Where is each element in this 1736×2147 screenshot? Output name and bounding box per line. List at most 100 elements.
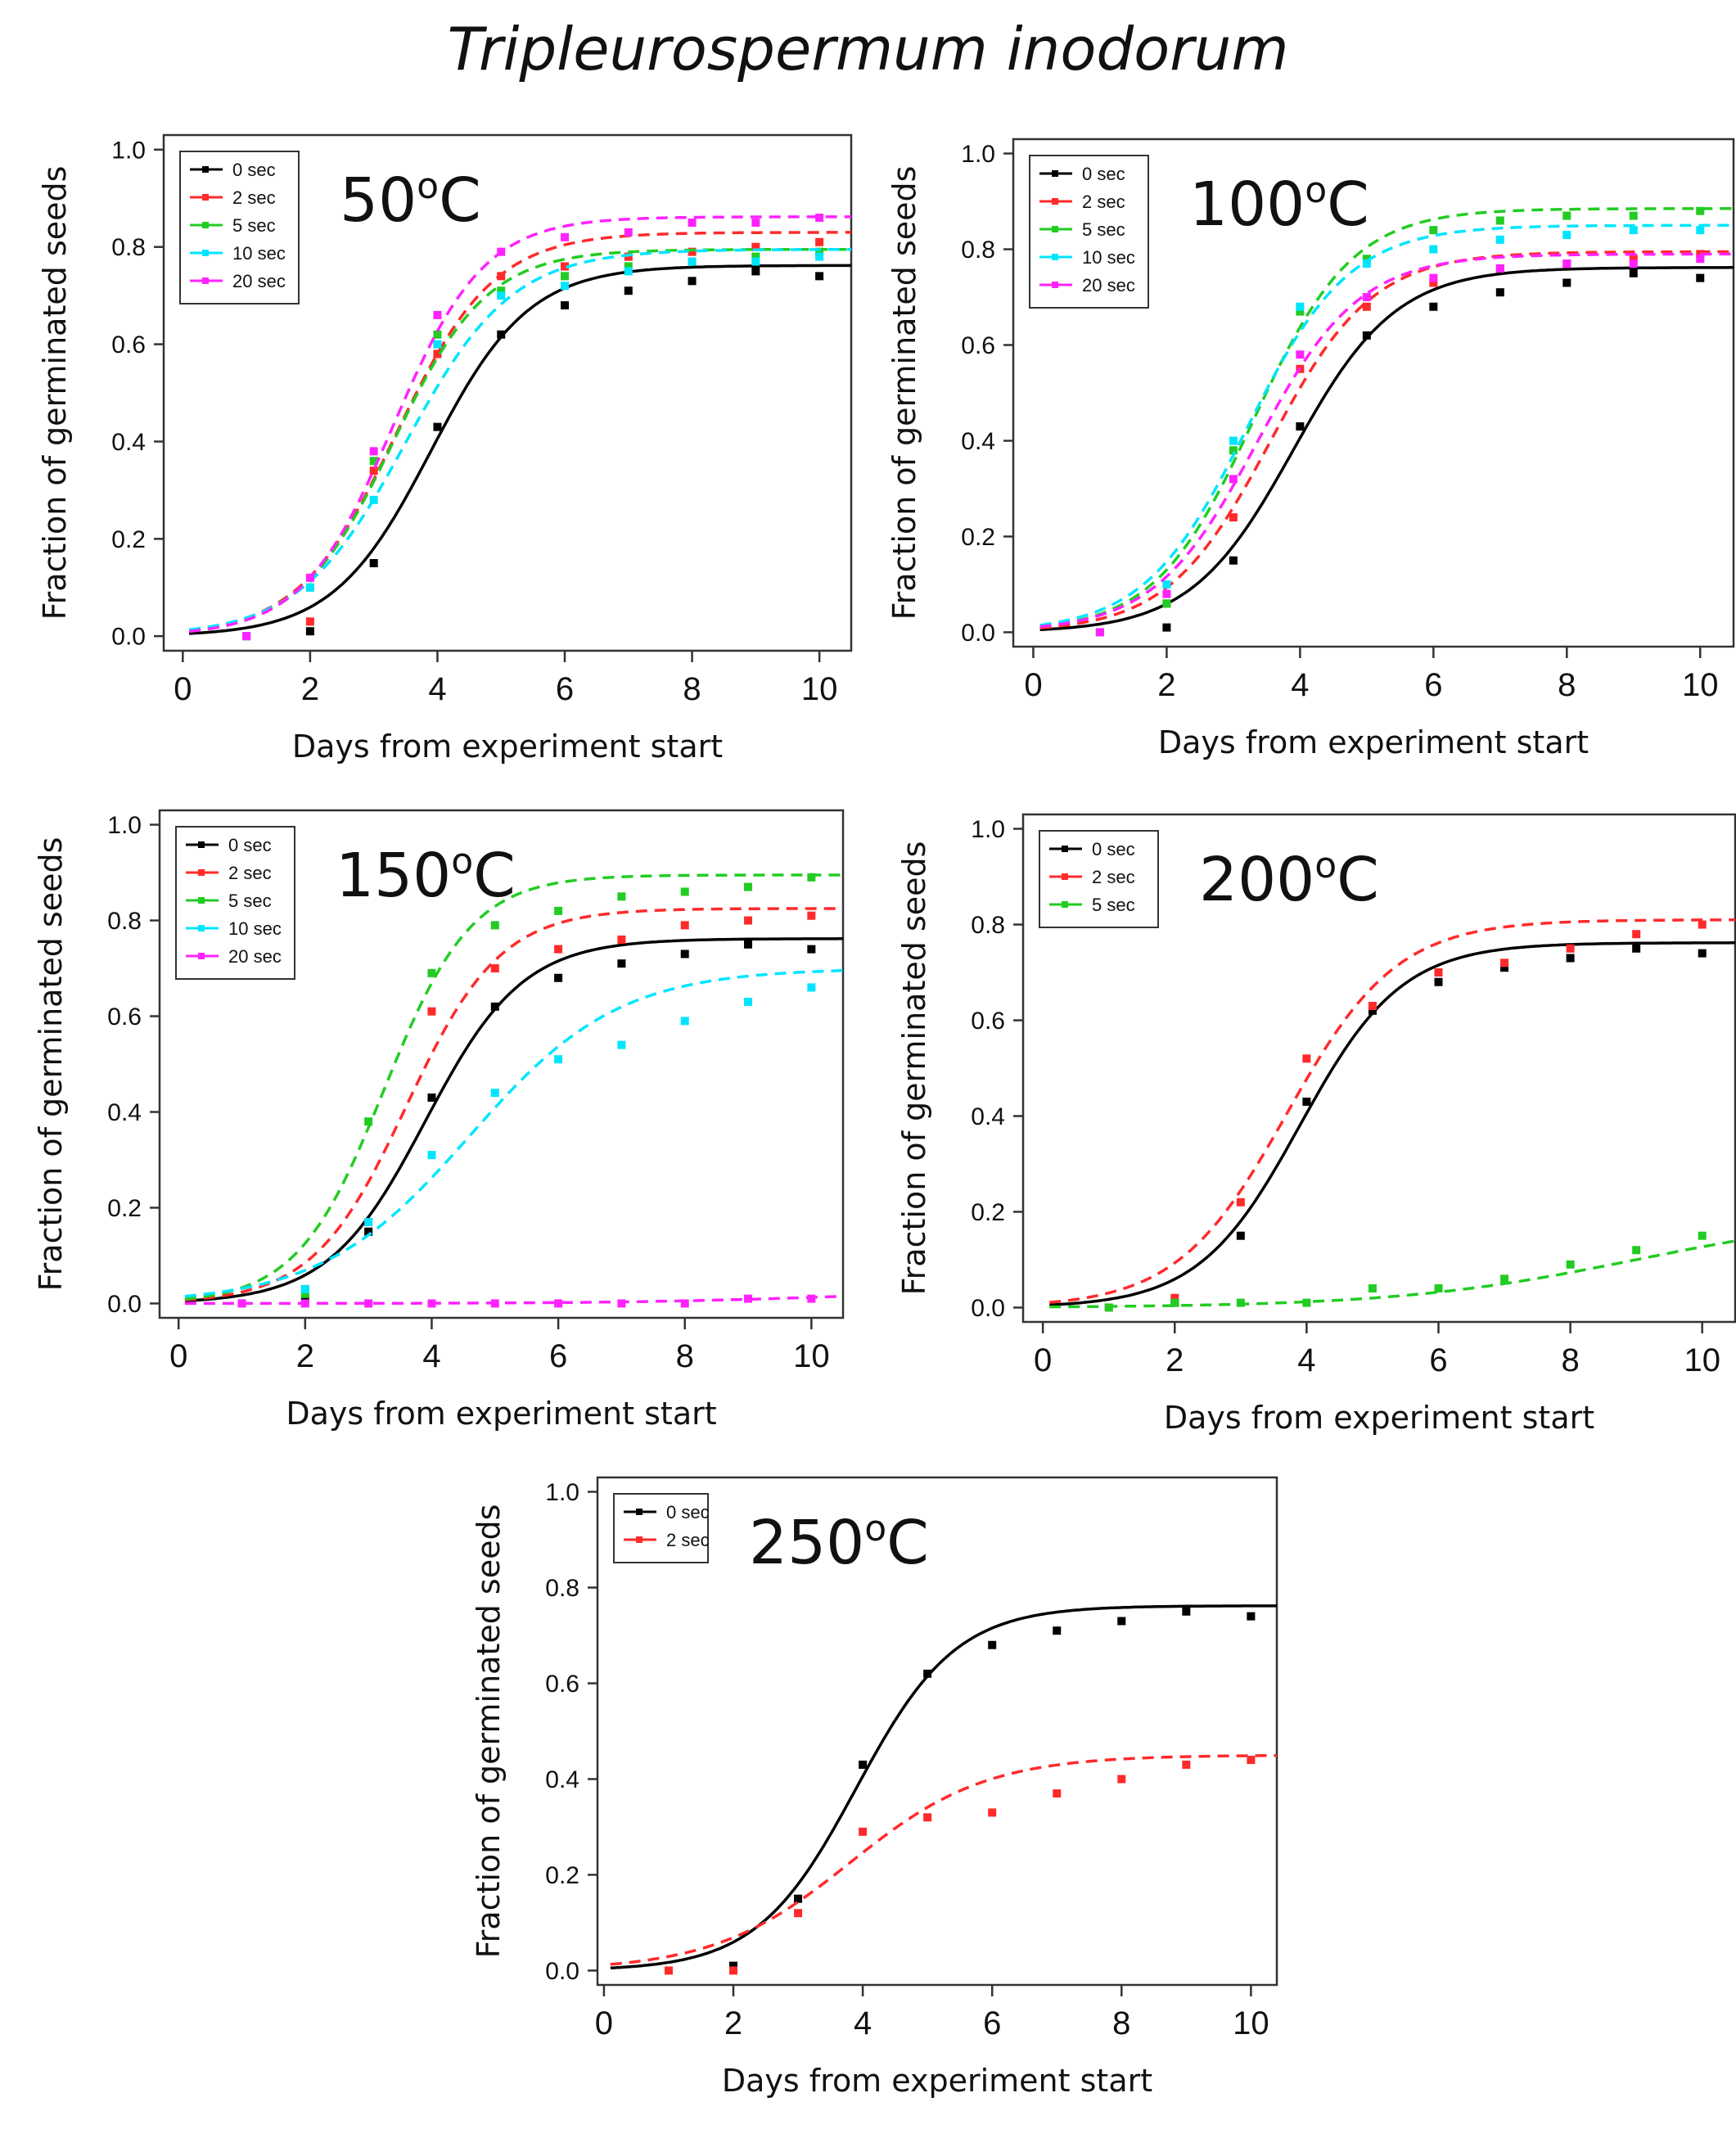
fit-line-2-sec <box>184 907 843 1301</box>
data-point <box>427 1007 436 1016</box>
x-tick-label: 10 <box>1233 2005 1269 2041</box>
x-axis: 0 2 4 6 8 10 <box>1024 647 1719 703</box>
y-tick-label: 0.0 <box>107 1291 142 1318</box>
plot-area <box>188 214 851 641</box>
x-tick-label: 6 <box>983 2005 1001 2041</box>
plot-frame <box>1021 813 1736 1324</box>
data-point <box>1696 255 1705 264</box>
data-point <box>490 1089 499 1098</box>
legend-label: 0 sec <box>232 160 276 180</box>
data-point <box>751 252 760 261</box>
y-axis: 0.0 0.2 0.4 0.6 0.8 1.0 <box>111 137 164 651</box>
legend-label: 0 sec <box>1082 164 1125 184</box>
fit-line-10-sec <box>1039 223 1734 627</box>
x-tick-label: 0 <box>1034 1342 1052 1378</box>
legend: 0 sec 2 sec <box>613 1493 710 1563</box>
data-point <box>751 267 760 276</box>
data-point <box>617 1299 626 1308</box>
x-axis: 0 2 4 6 8 10 <box>595 1985 1269 2041</box>
fit-line-20-sec <box>1039 252 1734 629</box>
data-point <box>427 1093 436 1102</box>
data-point <box>688 218 697 227</box>
data-point <box>1566 1260 1575 1269</box>
data-point <box>554 1299 563 1308</box>
y-axis: 0.0 0.2 0.4 0.6 0.8 1.0 <box>971 816 1023 1322</box>
x-tick-label: 10 <box>793 1338 830 1374</box>
data-point <box>1629 255 1638 264</box>
data-point <box>1566 944 1575 953</box>
y-axis-label: Fraction of germinated seeds <box>471 1504 507 1959</box>
chart-250c: 0.0 0.2 0.4 0.6 0.8 1.0 0 2 4 6 8 10 Days from exper… <box>471 1476 1278 2099</box>
chart-150c: 0.0 0.2 0.4 0.6 0.8 1.0 0 2 4 6 8 10 Days from exper… <box>33 809 845 1432</box>
x-tick-label: 0 <box>595 2005 613 2041</box>
y-axis: 0.0 0.2 0.4 0.6 0.8 1.0 <box>107 812 160 1318</box>
fit-line-20-sec <box>184 1294 843 1306</box>
x-tick-label: 8 <box>683 671 701 707</box>
data-point <box>1495 235 1504 244</box>
data-point <box>680 949 689 958</box>
data-point <box>744 997 753 1006</box>
fit-line-2-sec <box>1049 918 1735 1304</box>
data-point <box>497 286 506 295</box>
data-point <box>751 242 760 251</box>
data-point <box>1429 245 1438 254</box>
data-point <box>1162 589 1171 598</box>
data-point <box>1229 475 1238 484</box>
data-point <box>1434 1284 1443 1293</box>
data-point <box>561 272 569 281</box>
data-point <box>1247 1756 1256 1765</box>
legend-box <box>613 1493 709 1563</box>
data-point <box>1500 963 1509 972</box>
plot-area <box>1039 206 1734 637</box>
data-point <box>1302 1054 1311 1063</box>
data-point <box>1229 446 1238 455</box>
data-point <box>561 282 569 291</box>
data-point <box>1104 1303 1113 1312</box>
legend-label: 10 sec <box>1082 247 1135 268</box>
legend-label: 2 sec <box>666 1530 710 1550</box>
fit-line-0-sec <box>188 264 851 635</box>
data-point <box>1182 1760 1191 1769</box>
data-point <box>1562 230 1571 239</box>
data-point <box>305 627 314 636</box>
data-point <box>988 1640 997 1649</box>
data-point <box>1247 1612 1256 1621</box>
data-point <box>1162 623 1171 632</box>
series-20-sec <box>184 1294 843 1308</box>
legend-label: 2 sec <box>1092 867 1135 887</box>
data-point <box>624 267 633 276</box>
data-point <box>1296 307 1305 316</box>
y-tick-label: 1.0 <box>111 137 146 164</box>
data-point <box>364 1218 373 1227</box>
series-20-sec <box>188 214 851 641</box>
data-point <box>242 632 251 641</box>
data-point <box>433 350 442 359</box>
legend-label: 5 sec <box>1092 895 1135 915</box>
legend-marker <box>198 897 205 904</box>
legend-marker <box>202 250 209 256</box>
data-point <box>680 1017 689 1026</box>
figure-title: Tripleurospermum inodorum <box>447 15 1289 83</box>
temperature-label: 250oC <box>749 1508 929 1578</box>
x-axis-label: Days from experiment start <box>292 728 723 765</box>
chart-100c: 0.0 0.2 0.4 0.6 0.8 1.0 0 2 4 6 8 10 Days from exper… <box>886 138 1735 760</box>
x-tick-label: 8 <box>1112 2005 1130 2041</box>
x-tick-label: 4 <box>1297 1342 1315 1378</box>
legend-marker <box>1062 901 1068 908</box>
data-point <box>688 257 697 266</box>
x-tick-label: 6 <box>1429 1342 1447 1378</box>
y-tick-label: 1.0 <box>961 141 995 168</box>
y-axis: 0.0 0.2 0.4 0.6 0.8 1.0 <box>961 141 1013 647</box>
data-point <box>1236 1231 1245 1240</box>
data-point <box>369 467 378 476</box>
legend-marker <box>198 869 205 876</box>
data-point <box>1170 1293 1179 1302</box>
data-point <box>1362 331 1371 340</box>
data-point <box>1632 1246 1641 1255</box>
data-point <box>1698 949 1707 958</box>
data-point <box>1117 1617 1126 1626</box>
data-point <box>1053 1789 1062 1798</box>
data-point <box>1632 930 1641 939</box>
legend-marker <box>1052 198 1058 205</box>
data-point <box>744 882 753 891</box>
